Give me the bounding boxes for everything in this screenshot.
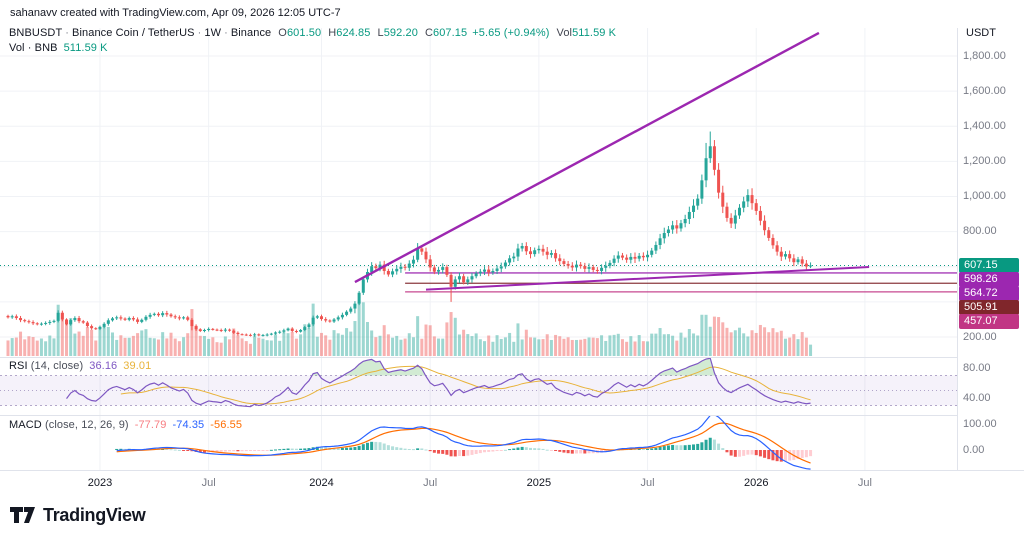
trendlines[interactable] <box>354 31 870 291</box>
tradingview-logo-text: TradingView <box>43 505 146 525</box>
volume-study-value: 511.59 K <box>63 42 108 54</box>
macd-params: (close, 12, 26, 9) <box>44 419 129 431</box>
macd-legend[interactable]: MACD (close, 12, 26, 9) -77.79 -74.35 -56.5… <box>9 419 242 431</box>
low-key: L <box>377 27 384 39</box>
volume-key: Vol <box>556 27 573 39</box>
volume-legend[interactable]: Vol · BNB 511.59 K <box>9 42 108 54</box>
volume-bars <box>6 302 813 356</box>
rising-trendline <box>354 31 820 284</box>
rsi-ma-line <box>120 365 811 405</box>
candlesticks <box>6 131 813 337</box>
macd-pane <box>115 416 813 470</box>
rsi-line <box>66 358 811 408</box>
macd-hist-value: -77.79 <box>134 419 167 431</box>
low-value: 592.20 <box>383 27 418 39</box>
change-value: +5.65 (+0.94%) <box>472 27 550 39</box>
tradingview-logo-icon <box>10 507 35 523</box>
rsi-value: 36.16 <box>89 360 118 372</box>
pane-dividers <box>0 28 1024 471</box>
exchange-label: Binance <box>230 27 272 39</box>
separator: · <box>197 27 202 39</box>
tradingview-logo[interactable]: TradingView <box>10 505 146 526</box>
macd-line <box>116 416 811 470</box>
open-value: 601.50 <box>286 27 322 39</box>
rsi-pane <box>0 358 957 408</box>
attribution-text: sahanavv created with TradingView.com, A… <box>10 7 341 19</box>
open-key: O <box>278 27 287 39</box>
high-key: H <box>328 27 337 39</box>
quote-currency-label: USDT <box>966 27 996 39</box>
separator: · <box>224 27 228 39</box>
volume-value: 511.59 K <box>572 27 617 39</box>
rsi-legend[interactable]: RSI (14, close) 36.16 39.01 <box>9 360 151 372</box>
close-key: C <box>424 27 433 39</box>
macd-title: MACD <box>9 419 42 431</box>
separator: · <box>65 27 70 39</box>
macd-signal-line <box>116 422 811 464</box>
macd-line-value: -74.35 <box>172 419 205 431</box>
rsi-ma-value: 39.01 <box>123 360 152 372</box>
close-value: 607.15 <box>433 27 468 39</box>
volume-study-label: Vol · BNB <box>9 42 58 54</box>
support-trendline <box>425 266 870 291</box>
rsi-title: RSI <box>9 360 28 372</box>
macd-signal-value: -56.55 <box>210 419 243 431</box>
symbol-legend[interactable]: BNBUSDT · Binance Coin / TetherUS · 1W · Binan… <box>9 27 616 39</box>
symbol-name: BNBUSDT <box>9 27 63 39</box>
high-value: 624.85 <box>336 27 371 39</box>
rsi-params: (14, close) <box>30 360 84 372</box>
symbol-description: Binance Coin / TetherUS <box>72 27 195 39</box>
interval-label[interactable]: 1W <box>204 27 222 39</box>
